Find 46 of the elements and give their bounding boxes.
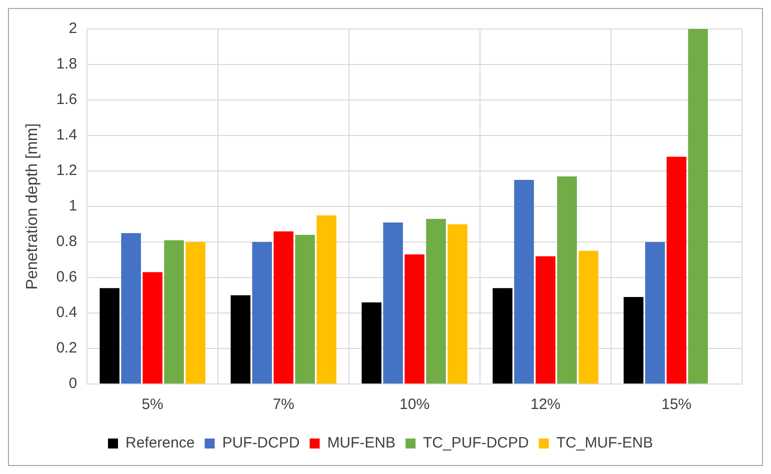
legend-label: TC_MUF-ENB xyxy=(556,434,654,452)
y-tick-label: 2 xyxy=(68,20,78,38)
bar xyxy=(404,254,424,384)
x-tick-label: 12% xyxy=(530,396,561,414)
bar xyxy=(164,240,184,384)
y-tick-label: 1.6 xyxy=(56,91,78,108)
bar xyxy=(383,222,403,384)
y-tick-label: 0.4 xyxy=(56,304,78,322)
legend-label: PUF-DCPD xyxy=(222,434,300,452)
bar xyxy=(645,242,665,384)
bar xyxy=(252,242,272,384)
bar xyxy=(295,234,315,384)
bar xyxy=(492,288,512,384)
bar xyxy=(688,29,708,384)
y-tick-label: 1.8 xyxy=(56,56,78,73)
x-tick-label: 10% xyxy=(400,396,430,414)
bar xyxy=(121,233,141,384)
legend-label: TC_PUF-DCPD xyxy=(423,434,530,452)
y-axis-title: Penetration depth [mm] xyxy=(24,123,42,290)
y-tick-label: 0.6 xyxy=(56,268,78,286)
bar xyxy=(230,295,250,384)
y-tick-label: 0 xyxy=(68,375,78,392)
legend-label: MUF-ENB xyxy=(327,434,396,452)
y-tick-label: 0.2 xyxy=(56,340,78,357)
bar xyxy=(557,176,577,384)
x-tick-label: 7% xyxy=(272,396,294,414)
y-tick-label: 1.4 xyxy=(56,126,78,144)
bar xyxy=(514,180,534,384)
bar xyxy=(536,256,556,384)
bar xyxy=(142,272,162,384)
bar xyxy=(316,215,336,384)
bar xyxy=(362,302,382,384)
bar xyxy=(426,218,446,384)
bar xyxy=(624,297,644,384)
y-tick-label: 0.8 xyxy=(56,233,78,250)
bar xyxy=(274,231,294,384)
bar xyxy=(100,288,120,384)
bar xyxy=(186,242,206,384)
y-tick-label: 1.2 xyxy=(56,162,78,180)
x-tick-label: 5% xyxy=(142,396,164,414)
x-tick-label: 15% xyxy=(661,396,692,414)
y-tick-label: 1 xyxy=(68,198,78,215)
bar xyxy=(448,224,468,384)
bar xyxy=(666,156,686,384)
legend-label: Reference xyxy=(125,434,195,452)
bar xyxy=(578,250,598,384)
